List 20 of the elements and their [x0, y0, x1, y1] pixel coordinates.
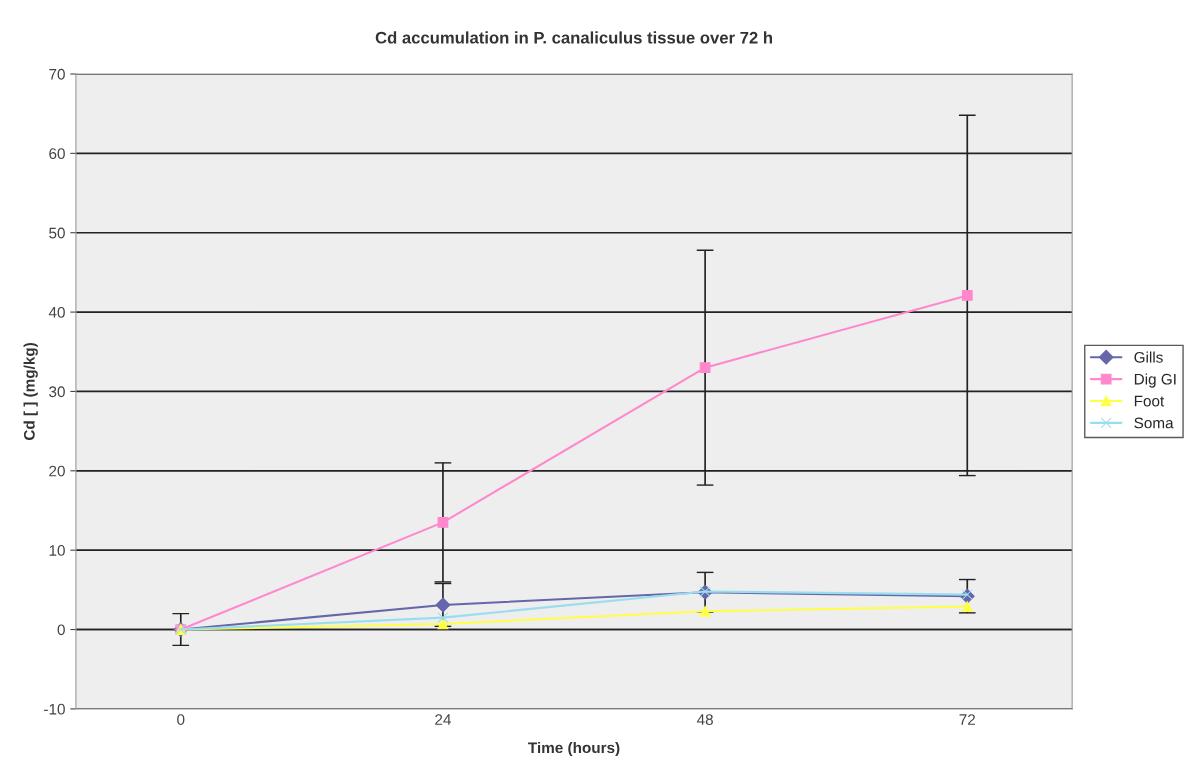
y-tick-label: 10	[49, 545, 65, 556]
x-tick-label: 0	[177, 714, 185, 725]
y-tick-label: 70	[49, 68, 65, 80]
x-axis-title: Time (hours)	[528, 741, 620, 757]
x-tick-label: 72	[959, 714, 976, 725]
x-tick-label: 48	[696, 714, 713, 725]
x-tick-label: 24	[435, 714, 451, 725]
y-tick-label: 60	[49, 148, 65, 160]
y-axis-title: Cd [ ] (mg/kg)	[23, 342, 38, 441]
y-tick-label: 40	[48, 306, 65, 318]
legend-label: Gills	[1134, 351, 1163, 363]
y-tick-label: 30	[49, 386, 65, 398]
y-tick-label: 50	[49, 227, 65, 239]
legend-label: Foot	[1134, 395, 1165, 407]
y-tick-label: 20	[49, 465, 65, 477]
y-tick-label: 0	[57, 624, 65, 636]
y-tick-label: -10	[44, 703, 65, 715]
legend-label: Dig GI	[1134, 373, 1176, 388]
legend-label: Soma	[1134, 417, 1174, 429]
chart-title: Cd accumulation in P. canaliculus tissue over 72 h	[375, 31, 772, 44]
